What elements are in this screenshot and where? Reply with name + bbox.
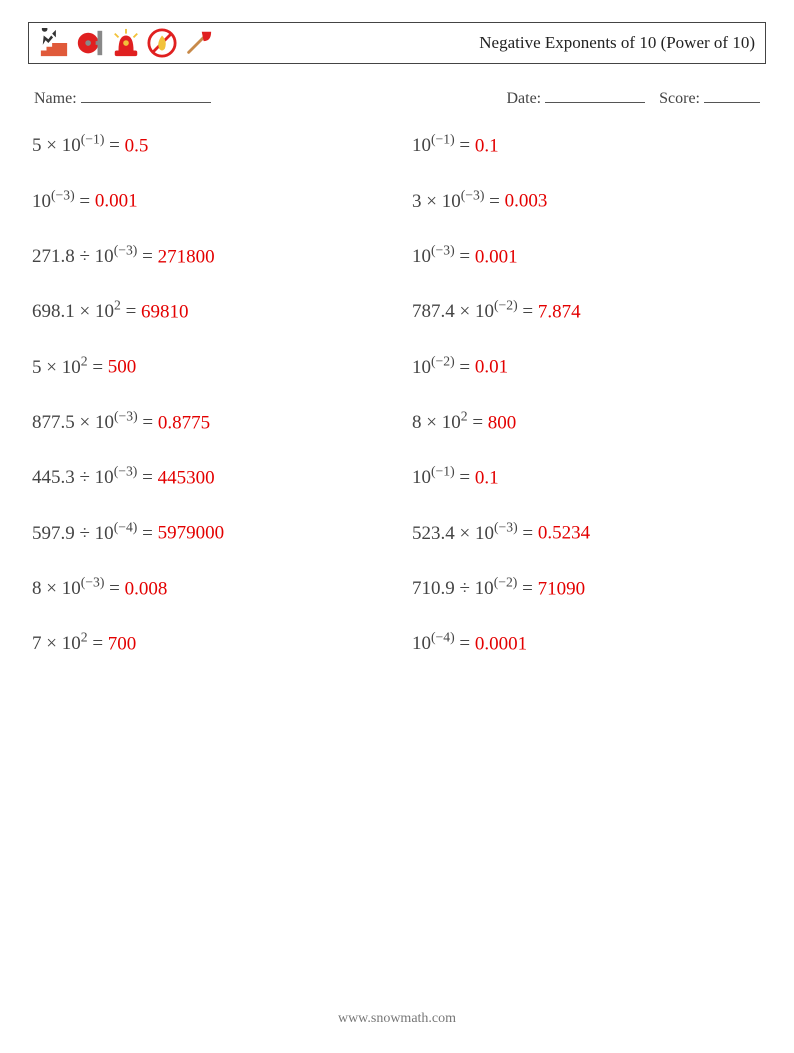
problem-item: 523.4 × 10(−3) = 0.5234	[412, 519, 762, 544]
problem-answer: 0.1	[475, 135, 499, 156]
footer: www.snowmath.com	[0, 1011, 794, 1027]
worksheet-title: Negative Exponents of 10 (Power of 10)	[479, 33, 755, 53]
problem-answer: 0.008	[125, 578, 168, 599]
header-bar: Negative Exponents of 10 (Power of 10)	[28, 22, 766, 64]
problem-item: 10(−3) = 0.001	[32, 187, 382, 212]
problem-item: 10(−3) = 0.001	[412, 243, 762, 268]
problem-item: 271.8 ÷ 10(−3) = 271800	[32, 243, 382, 268]
problem-item: 698.1 × 102 = 69810	[32, 298, 382, 323]
problem-answer: 69810	[141, 301, 189, 322]
problem-item: 10(−1) = 0.1	[412, 464, 762, 489]
problem-answer: 500	[108, 357, 137, 378]
siren-icon	[111, 28, 141, 58]
problem-item: 7 × 102 = 700	[32, 630, 382, 655]
problem-answer: 5979000	[158, 523, 225, 544]
problem-answer: 271800	[158, 246, 215, 267]
problem-answer: 0.01	[475, 357, 508, 378]
no-fire-icon	[147, 28, 177, 58]
meta-row: Name: Date: Score:	[34, 86, 760, 108]
problem-item: 3 × 10(−3) = 0.003	[412, 187, 762, 212]
name-blank[interactable]	[81, 86, 211, 103]
date-blank[interactable]	[545, 86, 645, 103]
problem-answer: 0.003	[505, 191, 548, 212]
problem-answer: 700	[108, 633, 137, 654]
problem-answer: 7.874	[538, 301, 581, 322]
problem-answer: 800	[488, 412, 517, 433]
problem-answer: 0.8775	[158, 412, 210, 433]
fire-alarm-bell-icon	[75, 28, 105, 58]
problem-answer: 71090	[538, 578, 586, 599]
worksheet-page: Negative Exponents of 10 (Power of 10) N…	[0, 0, 794, 1053]
problem-answer: 445300	[158, 467, 215, 488]
name-label: Name:	[34, 90, 77, 108]
problem-answer: 0.5	[125, 135, 149, 156]
exit-stairs-icon	[39, 28, 69, 58]
problem-item: 10(−2) = 0.01	[412, 353, 762, 378]
fire-axe-icon	[183, 28, 213, 58]
footer-text: www.snowmath.com	[338, 1011, 456, 1026]
problem-answer: 0.1	[475, 467, 499, 488]
problem-item: 787.4 × 10(−2) = 7.874	[412, 298, 762, 323]
problem-item: 710.9 ÷ 10(−2) = 71090	[412, 575, 762, 600]
problem-item: 10(−1) = 0.1	[412, 132, 762, 157]
problems-grid: 5 × 10(−1) = 0.5 10(−1) = 0.1 10(−3) = 0.0…	[28, 132, 766, 655]
problem-item: 5 × 10(−1) = 0.5	[32, 132, 382, 157]
problem-item: 445.3 ÷ 10(−3) = 445300	[32, 464, 382, 489]
problem-answer: 0.001	[95, 191, 138, 212]
score-label: Score:	[659, 90, 700, 107]
problem-item: 5 × 102 = 500	[32, 353, 382, 378]
problem-answer: 0.001	[475, 246, 518, 267]
problem-item: 8 × 102 = 800	[412, 409, 762, 434]
problem-item: 10(−4) = 0.0001	[412, 630, 762, 655]
problem-answer: 0.0001	[475, 633, 527, 654]
problem-item: 877.5 × 10(−3) = 0.8775	[32, 409, 382, 434]
date-label: Date:	[506, 90, 541, 107]
problem-item: 8 × 10(−3) = 0.008	[32, 575, 382, 600]
score-blank[interactable]	[704, 86, 760, 103]
problem-answer: 0.5234	[538, 523, 590, 544]
header-icons	[39, 28, 213, 58]
problem-item: 597.9 ÷ 10(−4) = 5979000	[32, 519, 382, 544]
